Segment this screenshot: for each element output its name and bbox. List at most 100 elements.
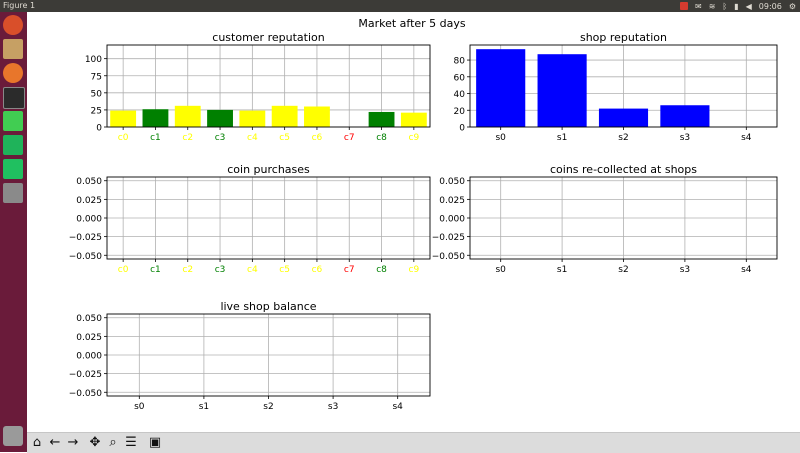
axes-frame [106,44,431,128]
y-tick-label: 80 [454,57,466,67]
matplotlib-figure: Market after 5 days customer reputation 0… [27,12,800,432]
y-tick-label: 0.050 [439,177,465,187]
bar-c8 [368,111,395,127]
y-tick-label: 0.025 [76,196,102,206]
y-tick-label: 20 [454,107,466,117]
y-tick-label: −0.050 [69,252,103,262]
x-tick-label-s1: s1 [199,402,209,412]
x-tick-label-c2: c2 [182,133,193,143]
unknown-app-icon[interactable] [3,183,23,203]
bar-c5 [271,105,298,127]
chart-title: coins re-collected at shops [550,163,697,176]
bar-c2 [174,105,201,127]
y-tick-label: 0.050 [76,177,102,187]
axes-frame [106,176,431,260]
axes-frame [469,176,778,260]
pan-icon[interactable]: ✥ [89,435,101,450]
chart-title: customer reputation [212,31,324,44]
bar-s0 [476,49,526,128]
x-tick-label-c4: c4 [247,133,258,143]
y-tick-label: 40 [454,90,466,100]
x-tick-label-c0: c0 [118,133,129,143]
bar-s1 [537,54,587,127]
zoom-icon[interactable]: ⌕ [109,435,117,450]
terminal-icon[interactable] [3,87,25,109]
y-tick-label: 25 [91,106,102,116]
chart-0: customer reputation 0 25 50 75 100 c0 c1 c2 c3 c4 c… [85,31,431,143]
settings-icon[interactable]: ⚙ [788,1,796,11]
trash-icon[interactable] [3,426,23,446]
bar-c4 [239,110,266,127]
x-tick-label-s1: s1 [557,133,567,143]
chart-title: coin purchases [227,163,310,176]
x-tick-label-c5: c5 [279,265,290,275]
x-tick-label-s3: s3 [680,265,690,275]
x-tick-label-s0: s0 [134,402,145,412]
firefox-icon[interactable] [3,63,23,83]
y-tick-label: 0.025 [76,333,102,343]
y-tick-label: −0.025 [69,370,102,380]
chart-title: shop reputation [580,31,667,44]
matplotlib-toolbar: ⌂ ← → ✥ ⌕ ☰ ▣ [27,432,800,453]
y-tick-label: 0.000 [76,352,102,362]
forward-icon[interactable]: → [67,435,79,450]
x-tick-label-c7: c7 [344,133,355,143]
x-tick-label-c9: c9 [409,265,420,275]
x-tick-label-c6: c6 [312,265,323,275]
configure-subplots-icon[interactable]: ☰ [125,435,137,450]
bar-c1 [142,109,169,127]
y-tick-label: −0.025 [432,233,465,243]
chart-title: live shop balance [220,300,316,313]
y-tick-label: 0 [459,124,465,134]
y-tick-label: −0.025 [69,233,102,243]
indicator-icon[interactable] [679,2,688,10]
qt-creator-icon[interactable] [3,111,23,131]
bluetooth-icon[interactable]: ᛒ [722,1,728,11]
clock[interactable]: 09:06 [758,1,782,11]
wifi-icon[interactable]: ≋ [708,1,716,11]
pycharm-alt-icon[interactable] [3,159,23,179]
back-icon[interactable]: ← [49,435,61,450]
y-tick-label: 60 [454,73,466,83]
y-tick-label: −0.050 [69,389,103,399]
y-tick-label: 0.000 [76,215,102,225]
y-tick-label: 50 [91,89,103,99]
x-tick-label-c1: c1 [150,133,161,143]
window-title: Figure 1 [3,1,36,10]
bar-s2 [598,108,649,127]
x-tick-label-s0: s0 [495,133,506,143]
y-tick-label: 0.000 [439,215,465,225]
bar-c9 [400,112,427,127]
mail-icon[interactable]: ✉ [694,1,702,11]
x-tick-label-s3: s3 [680,133,690,143]
volume-icon[interactable]: ◀ [745,1,752,11]
figure-suptitle: Market after 5 days [358,17,466,30]
y-tick-label: 0.050 [76,314,102,324]
x-tick-label-s0: s0 [495,265,506,275]
battery-icon[interactable]: ▮ [734,1,739,11]
ubuntu-home-icon[interactable] [3,15,23,35]
y-tick-label: 100 [85,55,102,65]
x-tick-label-s2: s2 [618,133,628,143]
x-tick-label-c6: c6 [312,133,323,143]
home-icon[interactable]: ⌂ [32,435,42,450]
save-icon[interactable]: ▣ [148,435,162,450]
axes-frame [469,44,778,128]
chart-2: coin purchases 0.050 0.025 0.000 −0.025 −0.05… [69,163,431,275]
y-tick-label: 0 [96,124,102,134]
y-tick-label: 75 [91,72,102,82]
bar-c6 [304,106,330,127]
x-tick-label-c7: c7 [344,265,355,275]
y-tick-label: 0.025 [439,196,465,206]
files-icon[interactable] [3,39,23,59]
x-tick-label-c1: c1 [150,265,161,275]
chart-1: shop reputation 0 20 40 60 80 s0 s1 s2 s3 s4 [454,31,778,143]
x-tick-label-s1: s1 [557,265,567,275]
x-tick-label-c5: c5 [279,133,290,143]
x-tick-label-s2: s2 [618,265,628,275]
x-tick-label-s4: s4 [392,402,403,412]
pycharm-icon[interactable] [3,135,23,155]
x-tick-label-s3: s3 [328,402,338,412]
x-tick-label-c8: c8 [376,265,387,275]
x-tick-label-s4: s4 [741,265,752,275]
